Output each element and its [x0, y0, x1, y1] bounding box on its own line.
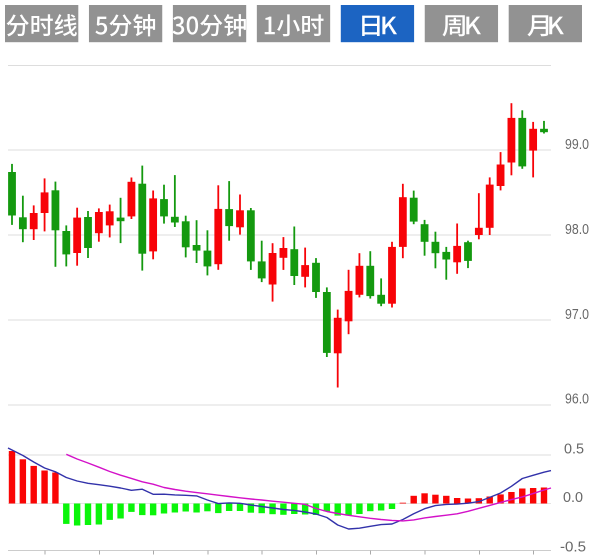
svg-text:99.0: 99.0: [565, 137, 589, 153]
svg-text:0.5: 0.5: [564, 441, 584, 457]
svg-text:97.0: 97.0: [565, 307, 589, 323]
svg-text:96.0: 96.0: [565, 392, 589, 408]
svg-text:-0.5: -0.5: [560, 539, 586, 555]
svg-text:0.0: 0.0: [563, 490, 583, 506]
svg-text:98.0: 98.0: [565, 222, 589, 238]
